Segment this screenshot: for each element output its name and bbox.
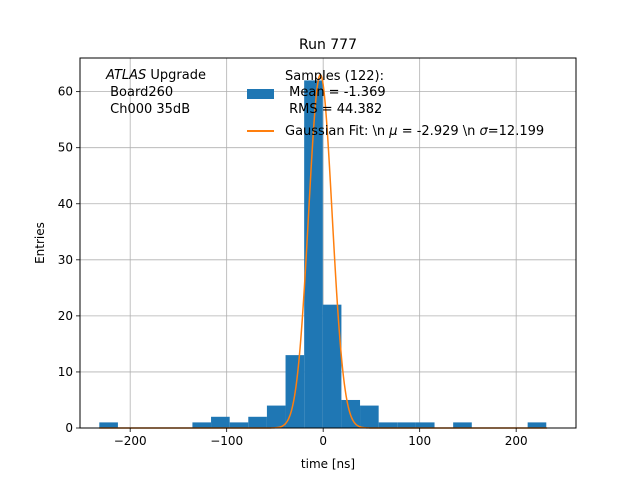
histogram-bar-5 [192, 422, 212, 428]
y-tick-label-0: 0 [65, 421, 73, 435]
y-tick-label-3: 30 [58, 253, 73, 267]
annotation-upgrade: Upgrade [146, 68, 206, 83]
legend-fit-part-3: =12.199 [488, 124, 544, 139]
y-tick-label-1: 10 [58, 365, 73, 379]
x-tick-label-4: 200 [505, 434, 528, 448]
histogram-bar-17 [415, 422, 435, 428]
y-axis-label: Entries [33, 222, 47, 264]
x-tick-label-1: −100 [210, 434, 243, 448]
atlas-annotation: ATLAS Upgrade Board260 Ch000 35dB [105, 68, 206, 117]
legend-fit-label: Gaussian Fit: \n μ = -2.929 \n σ=12.199 [285, 124, 544, 139]
annotation-line-2: Board260 [106, 85, 173, 100]
y-tick-label-2: 20 [58, 309, 73, 323]
histogram-bar-14 [360, 405, 379, 428]
y-tick-label-6: 60 [58, 85, 73, 99]
histogram-bar-0 [99, 422, 118, 428]
histogram-bar-8 [248, 416, 267, 428]
x-axis-label: time [ns] [301, 457, 355, 471]
histogram-bar-9 [266, 405, 286, 428]
histogram-bar-11 [304, 80, 323, 428]
annotation-line-1: ATLAS Upgrade [105, 68, 206, 83]
x-tick-label-2: 0 [319, 434, 327, 448]
histogram-bar-23 [527, 422, 547, 428]
y-ticks: 0 10 20 30 40 50 60 [58, 85, 80, 435]
chart-title: Run 777 [299, 37, 357, 53]
legend-samples-swatch [247, 89, 274, 99]
legend: Samples (122): Mean = -1.369 RMS = 44.38… [247, 69, 544, 139]
histogram-bar-7 [229, 422, 249, 428]
annotation-line-3: Ch000 35dB [106, 102, 190, 117]
histogram-bar-12 [322, 304, 342, 428]
legend-samples-line-3: RMS = 44.382 [285, 102, 382, 117]
x-ticks: −200 −100 0 100 200 [114, 428, 528, 448]
histogram-bar-16 [397, 422, 416, 428]
legend-fit-sigma: σ [480, 124, 489, 139]
legend-samples-line-2: Mean = -1.369 [285, 85, 386, 100]
y-tick-label-4: 40 [58, 197, 73, 211]
plot-frame [79, 57, 577, 429]
legend-samples-line-1: Samples (122): [285, 69, 384, 84]
legend-fit-part-2: = -2.929 \n [398, 124, 480, 139]
y-tick-label-5: 50 [58, 141, 73, 155]
annotation-atlas: ATLAS [105, 68, 146, 83]
legend-fit-mu: μ [388, 124, 397, 139]
legend-fit-part-1: Gaussian Fit: \n [285, 124, 389, 139]
x-tick-label-0: −200 [114, 434, 147, 448]
histogram-bars [99, 80, 547, 428]
histogram-bar-19 [453, 422, 472, 428]
x-tick-label-3: 100 [408, 434, 431, 448]
histogram-bar-6 [211, 416, 230, 428]
histogram-bar-15 [378, 422, 398, 428]
